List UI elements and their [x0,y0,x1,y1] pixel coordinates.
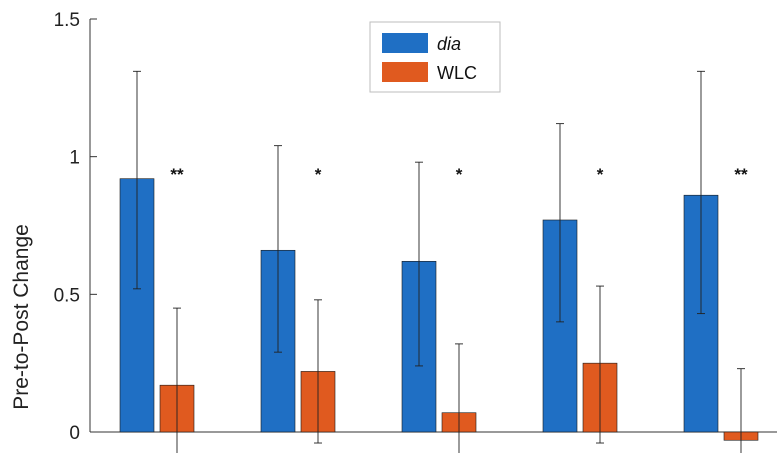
y-tick-label: 1 [69,148,80,169]
legend-label-wlc: WLC [437,63,477,83]
legend: dia WLC [369,21,501,93]
legend-label-dia: dia [437,34,461,54]
y-tick-label: 0.5 [54,285,80,306]
legend-swatch-wlc [382,62,428,82]
y-axis-title: Pre-to-Post Change [10,224,33,410]
significance-marker-3: * [456,165,463,184]
y-tick-label: 1.5 [54,10,80,31]
significance-marker-1: ** [170,165,184,184]
significance-marker-5: ** [734,165,748,184]
significance-marker-2: * [315,165,322,184]
bars-layer [119,178,759,441]
bar-dia-4 [542,219,578,433]
legend-swatch-dia [382,33,428,53]
error-bars-layer [133,70,745,453]
axis-layer: 0 0.5 1 1.5 [54,10,777,444]
significance-layer: ** * * * ** [170,165,748,184]
y-tick-label: 0 [69,423,80,444]
significance-marker-4: * [597,165,604,184]
